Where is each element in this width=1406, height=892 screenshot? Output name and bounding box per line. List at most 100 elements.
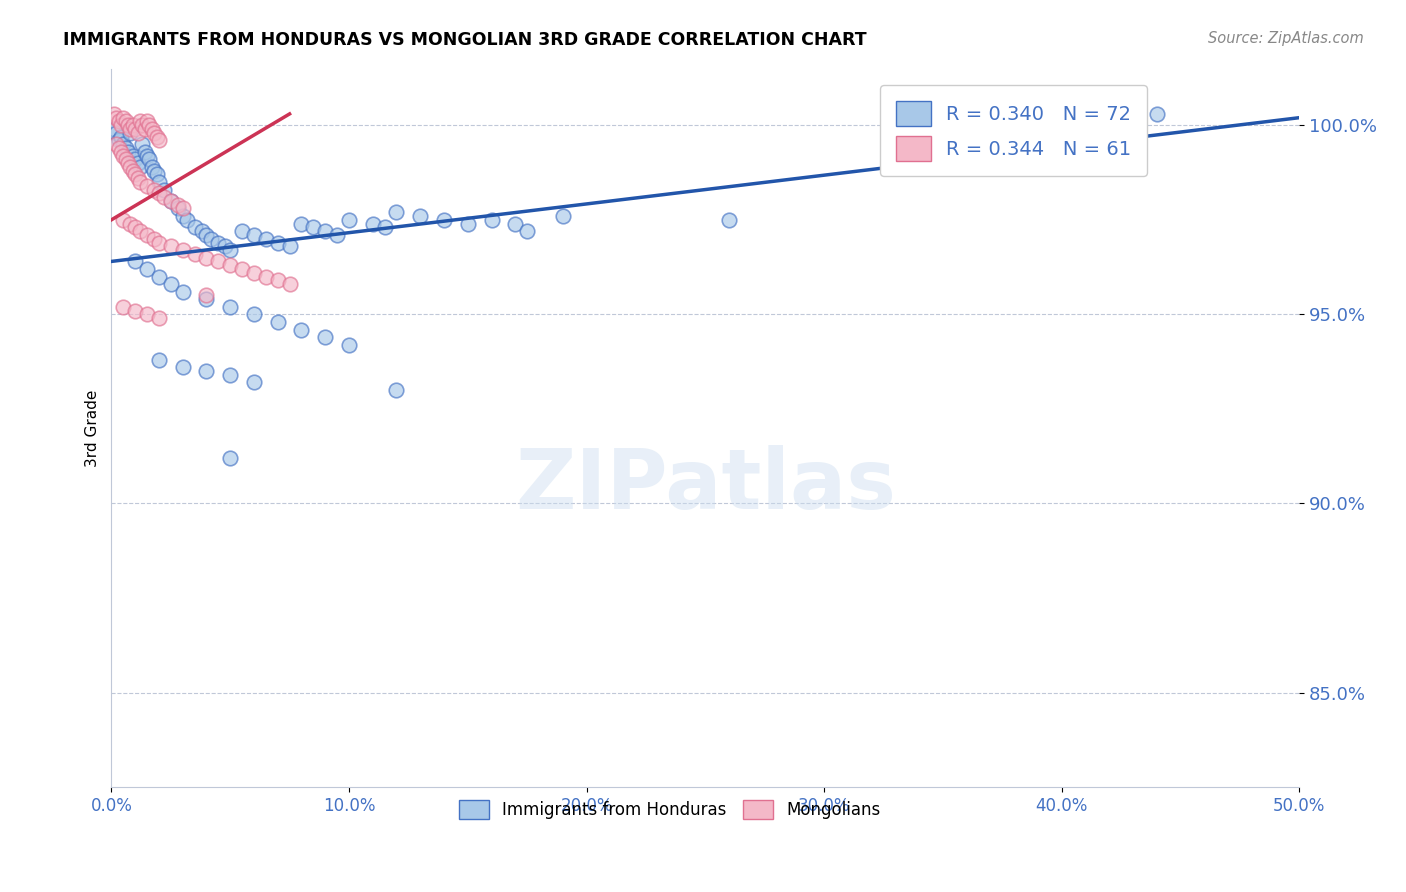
Point bbox=[207, 235, 229, 250]
Point bbox=[159, 194, 181, 208]
Point bbox=[243, 227, 266, 242]
Point bbox=[105, 111, 128, 125]
Point bbox=[110, 118, 132, 132]
Point bbox=[143, 126, 166, 140]
Point bbox=[110, 145, 132, 159]
Point bbox=[195, 364, 218, 378]
Point bbox=[167, 202, 190, 216]
Point bbox=[148, 352, 170, 367]
Point bbox=[120, 122, 142, 136]
Point bbox=[138, 153, 160, 167]
Point bbox=[207, 254, 229, 268]
Point bbox=[290, 217, 312, 231]
Point bbox=[117, 156, 139, 170]
Point bbox=[183, 247, 205, 261]
Point bbox=[110, 129, 132, 144]
Point bbox=[159, 277, 181, 292]
Point bbox=[114, 153, 136, 167]
Point bbox=[278, 239, 301, 253]
Point bbox=[124, 303, 146, 318]
Point bbox=[114, 114, 136, 128]
Point bbox=[195, 251, 218, 265]
Point bbox=[143, 232, 166, 246]
Point bbox=[152, 190, 174, 204]
Point bbox=[361, 217, 384, 231]
Point bbox=[121, 148, 143, 162]
Point bbox=[129, 175, 152, 189]
Point bbox=[148, 235, 170, 250]
Point bbox=[409, 209, 432, 223]
Point bbox=[374, 220, 396, 235]
Point bbox=[117, 145, 139, 159]
Point bbox=[254, 269, 277, 284]
Point bbox=[172, 209, 194, 223]
Point bbox=[145, 168, 167, 182]
Point bbox=[481, 212, 503, 227]
Point bbox=[314, 224, 336, 238]
Point bbox=[141, 160, 163, 174]
Point bbox=[267, 315, 290, 329]
Point bbox=[457, 217, 479, 231]
Point bbox=[183, 220, 205, 235]
Point bbox=[129, 224, 152, 238]
Point bbox=[267, 273, 290, 287]
Point bbox=[134, 145, 156, 159]
Point bbox=[148, 311, 170, 326]
Point bbox=[278, 277, 301, 292]
Point bbox=[214, 239, 236, 253]
Point bbox=[107, 133, 129, 147]
Point bbox=[243, 376, 266, 390]
Point bbox=[136, 262, 159, 277]
Point bbox=[172, 202, 194, 216]
Point bbox=[124, 254, 146, 268]
Point bbox=[127, 126, 149, 140]
Point bbox=[200, 232, 222, 246]
Point bbox=[136, 114, 159, 128]
Point bbox=[503, 217, 526, 231]
Point bbox=[516, 224, 538, 238]
Legend: Immigrants from Honduras, Mongolians: Immigrants from Honduras, Mongolians bbox=[453, 793, 887, 826]
Point bbox=[159, 194, 181, 208]
Point bbox=[107, 114, 129, 128]
Point bbox=[124, 168, 146, 182]
Point bbox=[129, 160, 152, 174]
Point bbox=[124, 122, 146, 136]
Point bbox=[302, 220, 325, 235]
Point bbox=[138, 118, 160, 132]
Point bbox=[195, 292, 218, 306]
Point bbox=[136, 307, 159, 321]
Point bbox=[112, 300, 135, 314]
Point bbox=[1122, 114, 1144, 128]
Text: Source: ZipAtlas.com: Source: ZipAtlas.com bbox=[1208, 31, 1364, 46]
Point bbox=[148, 133, 170, 147]
Point bbox=[114, 141, 136, 155]
Point bbox=[112, 111, 135, 125]
Point bbox=[176, 212, 198, 227]
Point bbox=[219, 368, 242, 382]
Point bbox=[112, 212, 135, 227]
Point bbox=[105, 126, 128, 140]
Text: ZIPatlas: ZIPatlas bbox=[515, 445, 896, 526]
Point bbox=[121, 163, 143, 178]
Point bbox=[219, 258, 242, 272]
Point bbox=[152, 183, 174, 197]
Point bbox=[172, 243, 194, 257]
Point bbox=[433, 212, 456, 227]
Point bbox=[127, 156, 149, 170]
Point bbox=[314, 330, 336, 344]
Point bbox=[143, 183, 166, 197]
Point bbox=[103, 122, 125, 136]
Point bbox=[103, 107, 125, 121]
Point bbox=[1146, 107, 1168, 121]
Point bbox=[231, 262, 253, 277]
Point bbox=[172, 285, 194, 299]
Point bbox=[129, 114, 152, 128]
Point bbox=[131, 137, 153, 152]
Point bbox=[290, 322, 312, 336]
Point bbox=[145, 129, 167, 144]
Point bbox=[148, 269, 170, 284]
Point bbox=[159, 239, 181, 253]
Point bbox=[112, 148, 135, 162]
Point bbox=[120, 217, 142, 231]
Point bbox=[219, 300, 242, 314]
